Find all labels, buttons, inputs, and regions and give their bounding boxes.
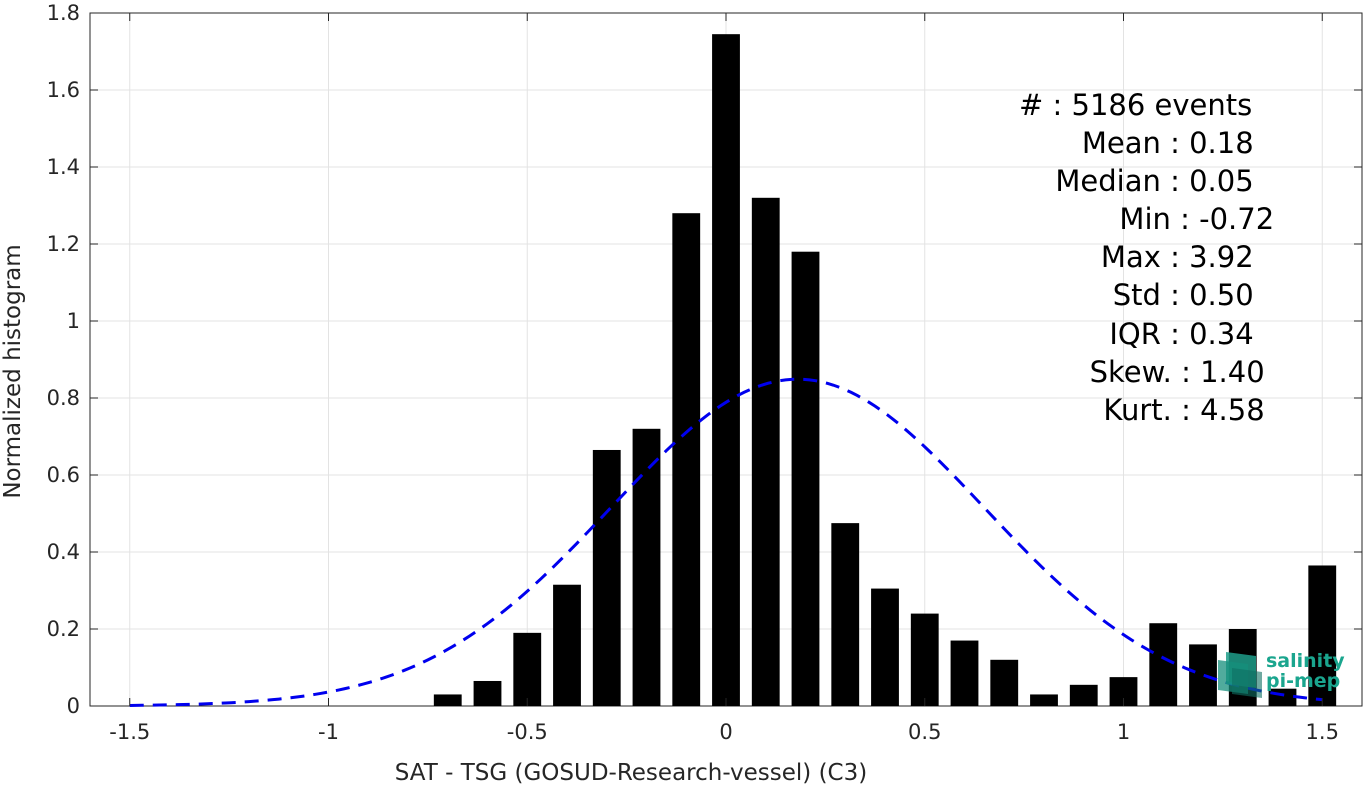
- stat-separator: :: [1161, 278, 1189, 312]
- stat-separator: :: [1161, 317, 1189, 351]
- y-tick-label: 0.6: [47, 463, 80, 487]
- stat-row: IQR : 0.34: [1109, 317, 1253, 351]
- stat-row: Kurt. : 4.58: [1103, 393, 1264, 427]
- stat-value: 3.92: [1189, 240, 1254, 274]
- stat-separator: :: [1172, 393, 1200, 427]
- logo-text-pi-mep: pi-mep: [1266, 670, 1340, 692]
- logo-text-salinity: salinity: [1266, 650, 1345, 672]
- stat-value: 4.58: [1200, 393, 1265, 427]
- stat-label: Min: [1119, 202, 1170, 236]
- histogram-bar: [553, 584, 581, 706]
- stat-row: Min : -0.72: [1119, 202, 1274, 236]
- histogram-bar: [751, 197, 780, 707]
- y-tick-label: 0.4: [47, 540, 80, 564]
- stat-row: # : 5186 events: [1019, 88, 1252, 122]
- histogram-bar: [791, 251, 820, 706]
- stat-row: Max : 3.92: [1101, 240, 1254, 274]
- y-tick-label: 1.2: [47, 232, 80, 256]
- stat-value: -0.72: [1199, 202, 1274, 236]
- x-tick-label: 0: [719, 720, 732, 744]
- histogram-bar: [831, 523, 860, 706]
- x-tick-label: 1: [1117, 720, 1130, 744]
- x-tick-label: 1.5: [1306, 720, 1339, 744]
- normal-fit-curve: [129, 377, 1323, 707]
- histogram-bar: [910, 613, 939, 706]
- y-tick-label: 0.2: [47, 617, 80, 641]
- x-tick-label: 0.5: [908, 720, 941, 744]
- stat-value: 1.40: [1200, 355, 1265, 389]
- histogram-bar: [513, 632, 542, 706]
- y-tick-label: 0: [67, 694, 80, 718]
- stat-row: Skew. : 1.40: [1090, 355, 1265, 389]
- stat-label: Max: [1101, 240, 1161, 274]
- y-tick-label: 1.4: [47, 155, 80, 179]
- y-tick-label: 1: [67, 309, 80, 333]
- stat-label: Mean: [1082, 126, 1161, 160]
- x-tick-label: -1.5: [109, 720, 150, 744]
- stat-label: Kurt.: [1103, 393, 1171, 427]
- stat-value: 0.34: [1189, 317, 1254, 351]
- stat-separator: :: [1161, 240, 1189, 274]
- histogram-bar: [1069, 684, 1098, 706]
- x-tick-label: -1: [318, 720, 339, 744]
- stat-label: IQR: [1109, 317, 1161, 351]
- stat-label: Median: [1055, 164, 1160, 198]
- y-axis-label: Normalized histogram: [0, 244, 26, 498]
- histogram-bar: [592, 449, 621, 706]
- x-axis-label: SAT - TSG (GOSUD-Research-vessel) (C3): [395, 760, 867, 785]
- stat-value: 0.05: [1189, 164, 1254, 198]
- stat-separator: :: [1172, 355, 1200, 389]
- stat-row: Std : 0.50: [1113, 278, 1254, 312]
- x-tick-label: -0.5: [507, 720, 548, 744]
- stat-row: Mean : 0.18: [1082, 126, 1254, 160]
- stat-separator: :: [1053, 88, 1072, 122]
- y-tick-label: 1.6: [47, 78, 80, 102]
- stat-value: 5186 events: [1072, 88, 1253, 122]
- axis-ticks: -1.5 -1 -0.5 0 0.5 1 1.5 0 0.2 0.4 0.6 0.8 1 1.2 1.4 1.…: [47, 1, 1362, 744]
- logo-mark-icon: [1218, 652, 1262, 698]
- histogram-bar: [632, 428, 661, 706]
- stat-value: 0.18: [1189, 126, 1254, 160]
- salinity-pi-mep-logo: salinity pi-mep: [1218, 650, 1345, 698]
- stat-label: Std: [1113, 278, 1161, 312]
- y-tick-label: 1.8: [47, 1, 80, 25]
- histogram-bar: [1030, 694, 1058, 706]
- y-tick-label: 0.8: [47, 386, 80, 410]
- histogram-bar: [1189, 644, 1217, 706]
- stat-label: Skew.: [1090, 355, 1172, 389]
- stat-value: 0.50: [1189, 278, 1254, 312]
- stat-separator: :: [1161, 164, 1189, 198]
- histogram-bar: [1308, 565, 1337, 706]
- stat-separator: :: [1161, 126, 1189, 160]
- histogram-bar: [950, 640, 979, 706]
- stat-label: #: [1019, 88, 1053, 122]
- stat-row: Median : 0.05: [1055, 164, 1253, 198]
- stat-separator: :: [1171, 202, 1199, 236]
- histogram-bar: [433, 694, 462, 706]
- histogram-bar: [990, 659, 1019, 706]
- histogram-bar: [1149, 623, 1178, 706]
- histogram-bar: [473, 680, 502, 706]
- histogram-bar: [672, 213, 701, 706]
- histogram-bar: [871, 588, 899, 706]
- histogram-bar: [712, 34, 740, 707]
